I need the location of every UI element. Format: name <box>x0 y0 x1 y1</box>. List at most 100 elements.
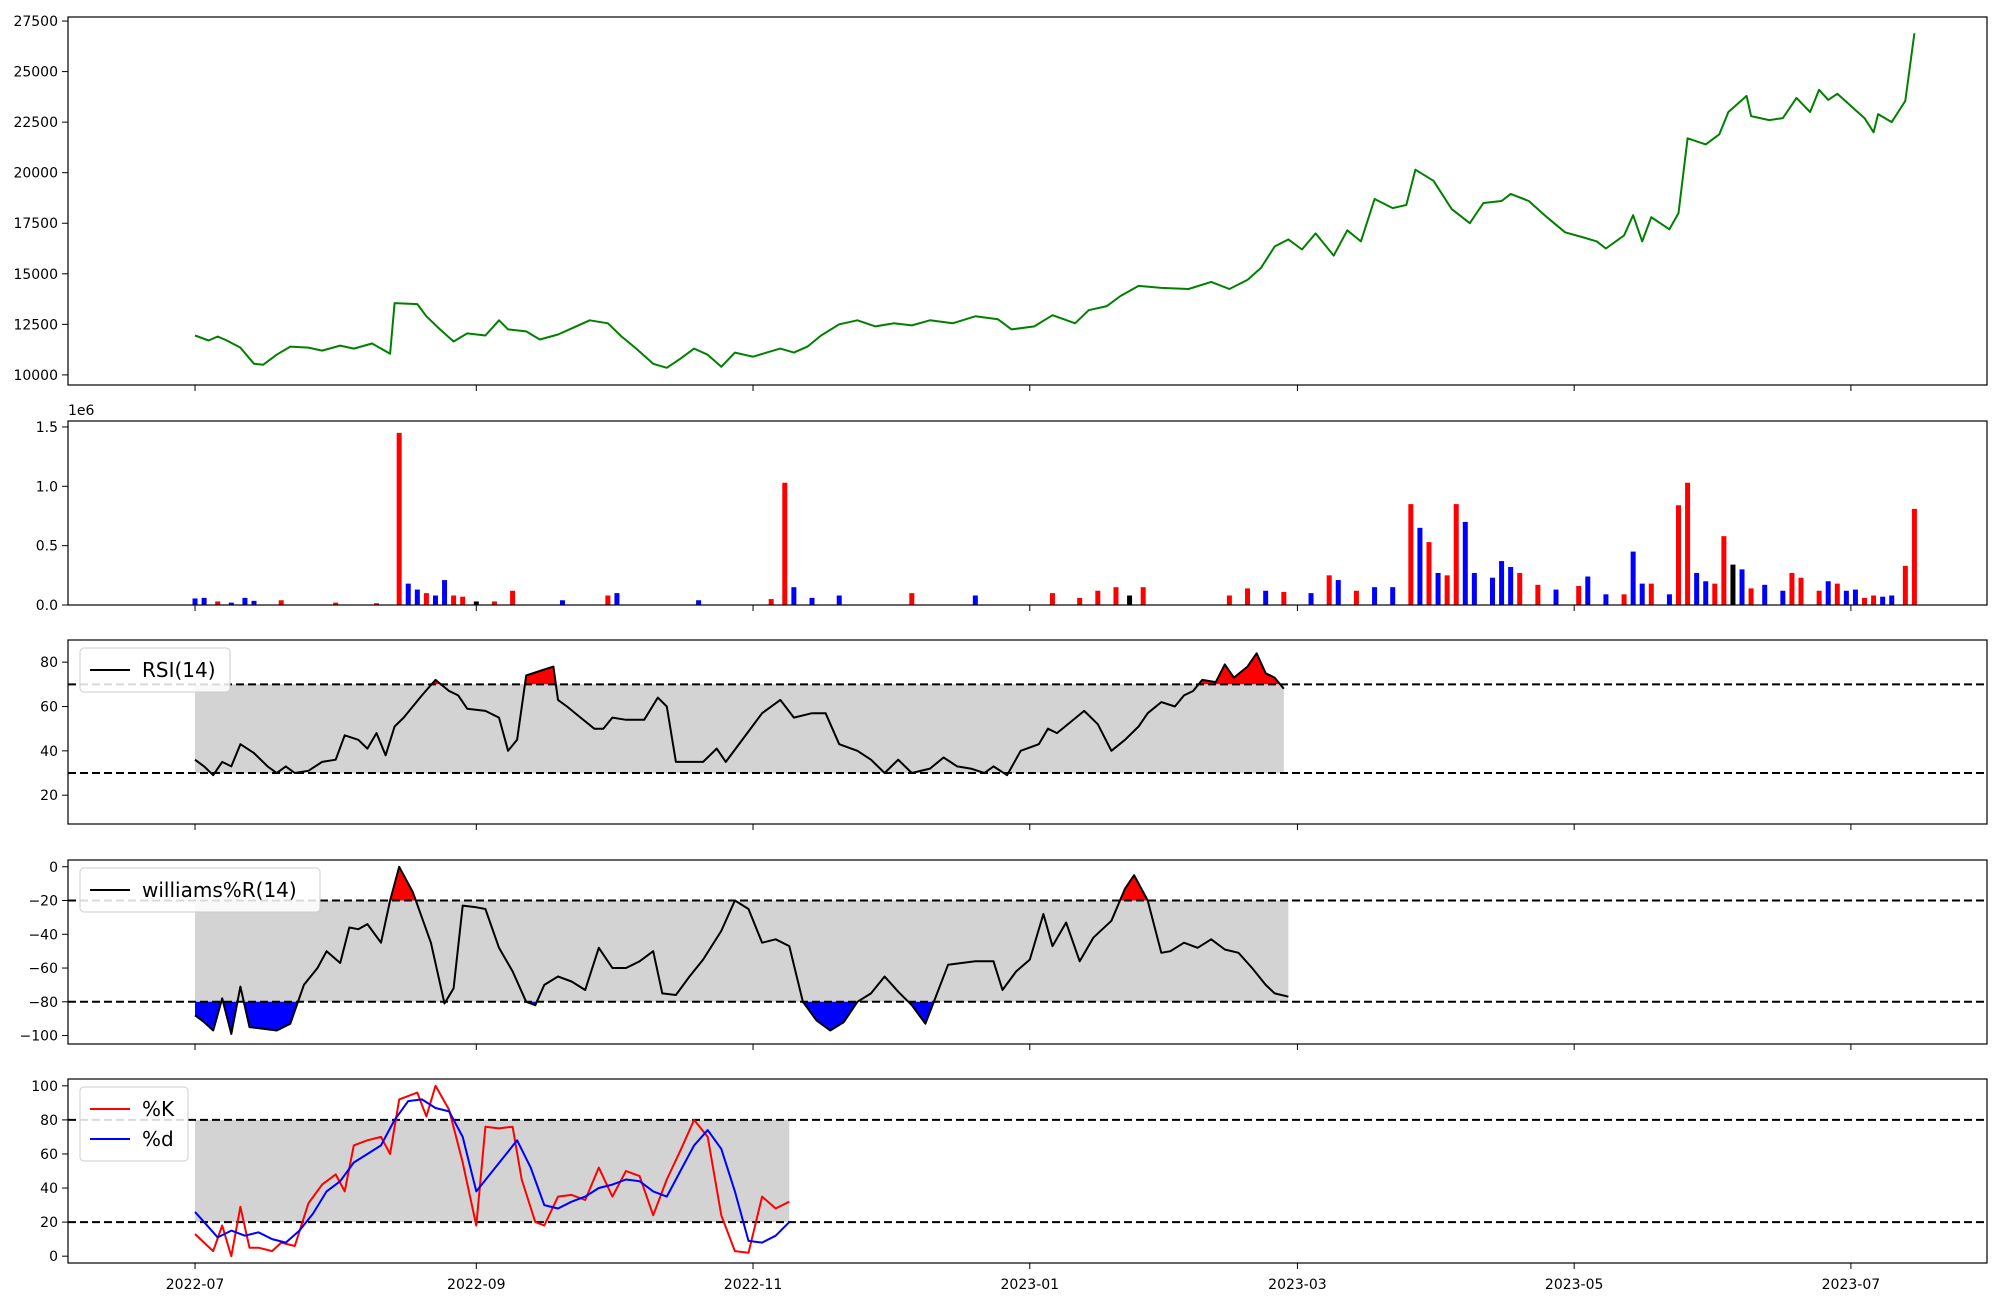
volume-bar <box>1453 504 1459 605</box>
volume-bar <box>1462 521 1468 605</box>
rsi-band <box>195 684 1284 774</box>
volume-bar <box>1335 580 1341 605</box>
williams-frame <box>67 859 1988 1045</box>
volume-bar <box>1490 577 1496 605</box>
volume-bar <box>1308 593 1314 605</box>
volume-bar <box>1245 588 1251 605</box>
volume-frame <box>67 420 1988 606</box>
williams-ytick-label: 0 <box>49 860 58 876</box>
xtick-label: 2022-11 <box>724 1277 783 1293</box>
volume-ytick-label: 0.5 <box>36 539 58 555</box>
volume-bar <box>696 600 702 605</box>
volume-bar <box>1712 583 1718 605</box>
volume-bar <box>1730 564 1736 605</box>
volume-bar <box>1095 590 1101 605</box>
volume-bar <box>1816 590 1822 605</box>
volume-bar <box>768 599 774 605</box>
rsi-ytick-label: 40 <box>40 744 58 760</box>
volume-bar <box>1226 595 1232 605</box>
volume-bar <box>782 482 788 605</box>
volume-bar <box>414 589 420 605</box>
volume-bar <box>1902 565 1908 605</box>
williams-ytick-label: −20 <box>28 894 58 910</box>
volume-bar <box>1408 504 1414 605</box>
volume-bar <box>1630 551 1636 605</box>
volume-bar <box>1694 572 1700 605</box>
volume-bar <box>1862 597 1868 605</box>
volume-bar <box>1140 587 1146 605</box>
volume-bar <box>1435 572 1441 605</box>
volume-bar <box>405 583 411 605</box>
volume-bar <box>201 597 207 605</box>
price-ytick-label: 22500 <box>13 115 58 131</box>
volume-bar <box>1721 536 1727 605</box>
volume-ytick-label: 1.0 <box>36 479 58 495</box>
volume-bar <box>1417 527 1423 605</box>
volume-bar <box>559 600 565 605</box>
volume-bar <box>192 598 198 605</box>
volume-bar <box>1517 572 1523 605</box>
volume-bar <box>278 600 284 605</box>
volume-bar <box>228 602 234 605</box>
volume-bar <box>373 603 379 605</box>
volume-bar <box>1390 587 1396 605</box>
stochastic-legend-label: %d <box>142 1127 174 1151</box>
rsi-ytick-label: 80 <box>40 655 58 671</box>
stochastic-ytick-label: 40 <box>40 1181 58 1197</box>
xtick-label: 2022-09 <box>447 1277 506 1293</box>
volume-bar <box>1585 576 1591 605</box>
williams-ytick-label: −100 <box>20 1029 58 1045</box>
price-ytick-label: 20000 <box>13 166 58 182</box>
volume-bar <box>432 595 438 605</box>
volume-bar <box>1353 590 1359 605</box>
volume-bar <box>605 595 611 605</box>
price-frame <box>67 16 1988 386</box>
price-plot-area <box>68 17 1987 385</box>
volume-bar <box>1639 583 1645 605</box>
stochastic-legend-box <box>79 1086 189 1162</box>
volume-bar <box>1762 584 1768 605</box>
price-ytick-label: 25000 <box>13 65 58 81</box>
volume-bar <box>1852 589 1858 605</box>
volume-bar <box>1576 586 1582 605</box>
volume-bar <box>1049 593 1055 605</box>
price-series-line-0 <box>194 33 1916 369</box>
volume-bar <box>1077 597 1083 605</box>
volume-bar <box>473 601 479 605</box>
volume-bar <box>333 602 339 605</box>
rsi-ytick-label: 60 <box>40 700 58 716</box>
volume-bar <box>396 432 402 605</box>
volume-bar <box>1326 575 1332 605</box>
stochastic-ytick-label: 100 <box>31 1079 58 1095</box>
rsi-extreme-fill <box>524 666 556 685</box>
williams-extreme-fill <box>802 1001 858 1031</box>
volume-ytick-label: 0.0 <box>36 598 58 614</box>
volume-bar <box>1444 575 1450 605</box>
volume-bar <box>1281 591 1287 605</box>
volume-bar <box>1739 569 1745 605</box>
volume-bar <box>1648 583 1654 605</box>
volume-bar <box>1603 594 1609 605</box>
volume-bar <box>215 601 221 605</box>
williams-extreme-fill <box>1120 875 1148 901</box>
rsi-ytick-label: 20 <box>40 788 58 804</box>
volume-bar <box>251 600 257 605</box>
volume-bar <box>460 596 466 605</box>
williams-ytick-label: −60 <box>28 961 58 977</box>
williams-band <box>195 900 1289 1002</box>
volume-bar <box>1748 588 1754 605</box>
volume-bar <box>1499 561 1505 605</box>
volume-bar <box>836 595 842 605</box>
rsi-legend-box <box>79 647 231 693</box>
volume-bar <box>1889 595 1895 605</box>
volume-bar <box>1508 567 1514 605</box>
volume-bar <box>451 595 457 605</box>
price-ytick-label: 15000 <box>13 267 58 283</box>
volume-bar <box>1780 590 1786 605</box>
volume-bar <box>1703 581 1709 605</box>
volume-bar <box>1834 583 1840 605</box>
stochastic-series-line-1 <box>194 1098 791 1244</box>
xtick-label: 2023-01 <box>1001 1277 1060 1293</box>
volume-bar <box>1676 505 1682 605</box>
